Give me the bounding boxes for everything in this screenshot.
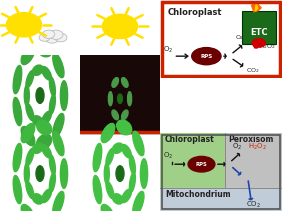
- Circle shape: [43, 30, 55, 38]
- Ellipse shape: [26, 70, 34, 88]
- Text: H$_2$O$_2$: H$_2$O$_2$: [248, 142, 267, 152]
- Polygon shape: [255, 3, 257, 11]
- Circle shape: [102, 14, 138, 38]
- Ellipse shape: [21, 127, 35, 146]
- Ellipse shape: [13, 97, 22, 126]
- Ellipse shape: [49, 155, 55, 175]
- Text: RPS: RPS: [196, 162, 207, 167]
- Text: CO$_2$: CO$_2$: [246, 200, 261, 210]
- Text: O$_2$: O$_2$: [232, 142, 242, 152]
- Ellipse shape: [140, 159, 147, 188]
- Ellipse shape: [127, 92, 132, 106]
- Circle shape: [252, 39, 266, 47]
- Ellipse shape: [101, 204, 115, 211]
- Ellipse shape: [26, 104, 34, 121]
- Ellipse shape: [60, 159, 68, 188]
- Text: Chloroplast: Chloroplast: [167, 8, 222, 17]
- Ellipse shape: [49, 95, 55, 114]
- Ellipse shape: [13, 143, 22, 172]
- Ellipse shape: [32, 65, 43, 75]
- Ellipse shape: [32, 194, 43, 204]
- Ellipse shape: [42, 145, 51, 158]
- Ellipse shape: [93, 175, 102, 204]
- Ellipse shape: [129, 172, 135, 192]
- Ellipse shape: [21, 204, 35, 211]
- Ellipse shape: [53, 131, 64, 156]
- Ellipse shape: [122, 145, 131, 158]
- Ellipse shape: [101, 123, 115, 143]
- Circle shape: [39, 34, 50, 41]
- Circle shape: [55, 33, 67, 42]
- Ellipse shape: [42, 189, 51, 203]
- Ellipse shape: [26, 181, 34, 199]
- Polygon shape: [252, 1, 261, 12]
- Bar: [225, 133, 282, 188]
- Text: RPS: RPS: [200, 54, 212, 59]
- Circle shape: [49, 30, 63, 39]
- Ellipse shape: [106, 149, 114, 166]
- Ellipse shape: [113, 143, 123, 153]
- Text: hpr1: hpr1: [3, 135, 21, 143]
- FancyBboxPatch shape: [242, 11, 276, 44]
- Bar: [160, 188, 282, 211]
- Circle shape: [45, 34, 59, 43]
- Ellipse shape: [26, 149, 34, 166]
- Ellipse shape: [21, 123, 35, 143]
- Ellipse shape: [42, 66, 51, 80]
- Text: CO$_2$: CO$_2$: [246, 66, 259, 76]
- Bar: [80, 131, 160, 133]
- Ellipse shape: [53, 191, 64, 211]
- Ellipse shape: [24, 85, 29, 106]
- Ellipse shape: [112, 78, 118, 87]
- Ellipse shape: [13, 65, 22, 94]
- Ellipse shape: [53, 53, 64, 78]
- Ellipse shape: [122, 78, 128, 87]
- Ellipse shape: [53, 114, 64, 138]
- Text: ggt1: ggt1: [3, 57, 21, 66]
- Circle shape: [36, 166, 44, 181]
- Ellipse shape: [37, 134, 52, 149]
- Ellipse shape: [133, 191, 144, 211]
- Text: H$_2$O$_2$: H$_2$O$_2$: [259, 42, 276, 51]
- Ellipse shape: [122, 189, 131, 203]
- Text: O$_2$: O$_2$: [164, 45, 174, 55]
- Ellipse shape: [60, 81, 68, 110]
- Ellipse shape: [113, 194, 123, 204]
- Circle shape: [6, 13, 42, 37]
- Circle shape: [118, 94, 122, 103]
- Ellipse shape: [13, 175, 22, 204]
- Ellipse shape: [49, 172, 55, 192]
- Ellipse shape: [192, 47, 221, 65]
- Ellipse shape: [133, 131, 144, 156]
- Text: Mitochondrium: Mitochondrium: [165, 190, 230, 199]
- Text: ETC: ETC: [250, 28, 268, 37]
- Ellipse shape: [24, 163, 29, 184]
- Ellipse shape: [104, 163, 109, 184]
- Circle shape: [36, 88, 44, 103]
- Circle shape: [116, 166, 124, 181]
- Bar: [160, 133, 225, 188]
- Text: O$_2$: O$_2$: [164, 151, 174, 161]
- Ellipse shape: [117, 120, 132, 135]
- Ellipse shape: [122, 110, 128, 120]
- Ellipse shape: [37, 120, 52, 135]
- Ellipse shape: [129, 155, 135, 175]
- Ellipse shape: [93, 143, 102, 172]
- Ellipse shape: [42, 111, 51, 124]
- Ellipse shape: [106, 181, 114, 199]
- Text: Chloroplast: Chloroplast: [165, 135, 215, 143]
- Text: O$_2$: O$_2$: [235, 33, 244, 42]
- Ellipse shape: [32, 116, 43, 126]
- Ellipse shape: [49, 77, 55, 97]
- Ellipse shape: [21, 45, 35, 65]
- Bar: [80, 55, 160, 133]
- Ellipse shape: [37, 42, 52, 57]
- Text: Peroxisom: Peroxisom: [228, 135, 274, 143]
- Ellipse shape: [32, 143, 43, 153]
- Ellipse shape: [108, 92, 113, 106]
- Ellipse shape: [188, 156, 215, 172]
- Ellipse shape: [112, 110, 118, 120]
